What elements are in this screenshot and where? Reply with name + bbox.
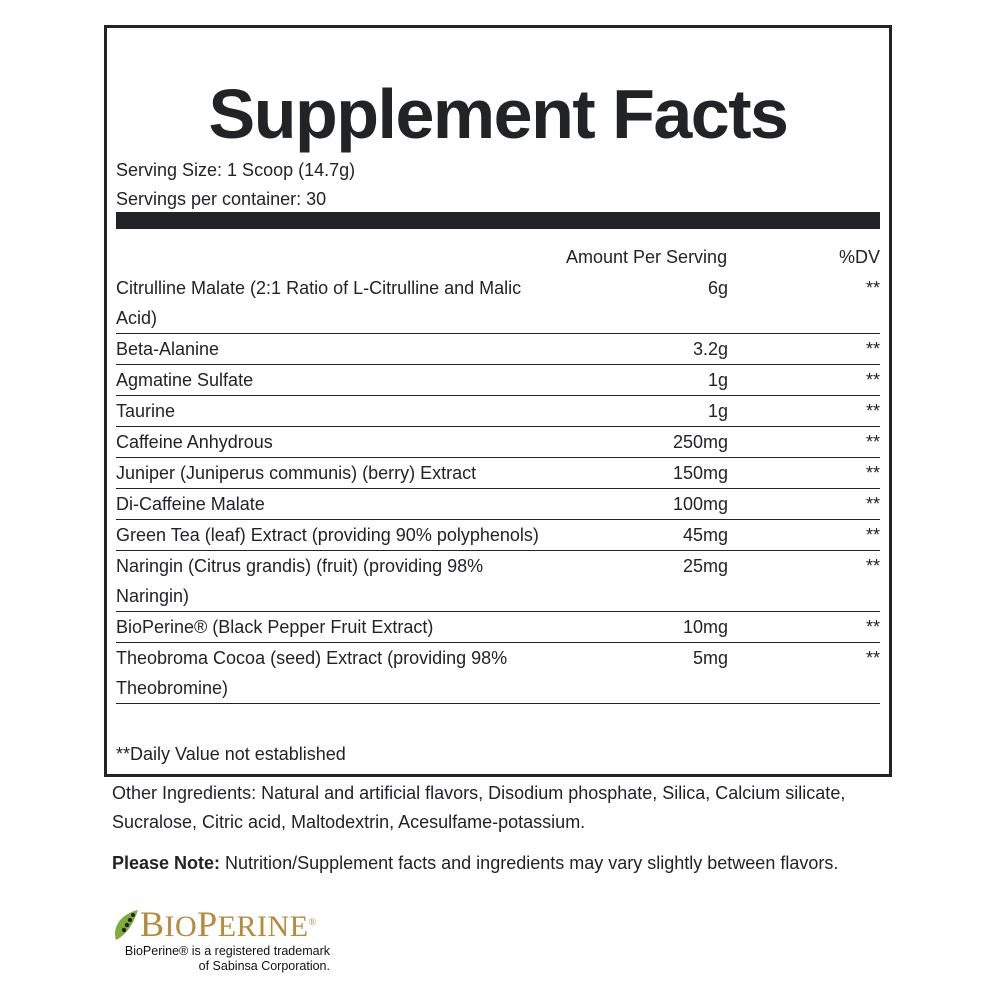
ingredient-name: Di-Caffeine Malate [116, 494, 265, 514]
ingredient-name: Naringin (Citrus grandis) (fruit) (provi… [116, 556, 484, 606]
ingredient-name: Green Tea (leaf) Extract (providing 90% … [116, 525, 539, 545]
ingredient-name: Caffeine Anhydrous [116, 432, 273, 452]
table-row: Theobroma Cocoa (seed) Extract (providin… [116, 643, 880, 704]
ingredient-amount: 100mg [672, 494, 728, 514]
table-row: Citrulline Malate (2:1 Ratio of L-Citrul… [116, 273, 880, 334]
amount-header: Amount Per Serving [566, 247, 728, 267]
ingredient-amount: 45mg [682, 525, 728, 545]
ingredient-name: Citrulline Malate (2:1 Ratio of L-Citrul… [116, 278, 522, 328]
ingredient-dv: ** [865, 370, 880, 390]
footnote: **Daily Value not established [116, 744, 346, 764]
ingredient-amount: 10mg [682, 617, 728, 637]
servings-per-container: Servings per container: 30 [116, 189, 327, 209]
ingredient-amount: 6g [707, 278, 728, 298]
serving-size: Serving Size: 1 Scoop (14.7g) [116, 160, 356, 180]
ingredient-dv: ** [865, 648, 880, 668]
table-row: Beta-Alanine 3.2g ** [116, 334, 880, 365]
table-row: Agmatine Sulfate 1g ** [116, 365, 880, 396]
table-row: Juniper (Juniperus communis) (berry) Ext… [116, 458, 880, 489]
table-row: BioPerine® (Black Pepper Fruit Extract) 1… [116, 612, 880, 643]
ingredient-dv: ** [865, 432, 880, 452]
table-row: Green Tea (leaf) Extract (providing 90% … [116, 520, 880, 551]
ingredient-name: Agmatine Sulfate [116, 370, 254, 390]
supplement-facts-panel: Supplement Facts Serving Size: 1 Scoop (… [104, 25, 892, 777]
ingredient-amount: 3.2g [692, 339, 728, 359]
ingredient-dv: ** [865, 556, 880, 576]
ingredient-dv: ** [865, 401, 880, 421]
divider-bar [116, 212, 880, 229]
ingredient-amount: 25mg [682, 556, 728, 576]
facts-table: Citrulline Malate (2:1 Ratio of L-Citrul… [116, 273, 880, 704]
ingredient-dv: ** [865, 494, 880, 514]
trademark-notice: BioPerine® is a registered trademark of … [124, 944, 330, 973]
note-label: Please Note: [112, 853, 221, 873]
table-row: Caffeine Anhydrous 250mg ** [116, 427, 880, 458]
pepper-leaf-icon [114, 910, 138, 940]
dv-header: %DV [838, 247, 880, 267]
ingredient-dv: ** [865, 339, 880, 359]
ingredient-amount: 250mg [672, 432, 728, 452]
bioperine-logo: BIOPERINE® BioPerine® is a registered tr… [112, 906, 336, 976]
ingredient-amount: 5mg [692, 648, 728, 668]
ingredient-name: Theobroma Cocoa (seed) Extract (providin… [116, 648, 508, 698]
ingredient-amount: 1g [707, 401, 728, 421]
ingredient-dv: ** [865, 463, 880, 483]
table-row: Naringin (Citrus grandis) (fruit) (provi… [116, 551, 880, 612]
ingredient-amount: 150mg [672, 463, 728, 483]
other-ingredients: Other Ingredients: Natural and artificia… [112, 783, 846, 832]
logo-wordmark: BIOPERINE® [140, 904, 317, 944]
ingredient-amount: 1g [707, 370, 728, 390]
ingredient-name: BioPerine® (Black Pepper Fruit Extract) [116, 617, 434, 637]
ingredient-name: Taurine [116, 401, 176, 421]
ingredient-name: Juniper (Juniperus communis) (berry) Ext… [116, 463, 477, 483]
please-note: Please Note: Nutrition/Supplement facts … [112, 849, 902, 878]
page-title: Supplement Facts [208, 75, 789, 153]
note-text: Nutrition/Supplement facts and ingredien… [220, 853, 839, 873]
ingredient-name: Beta-Alanine [116, 339, 220, 359]
ingredient-dv: ** [865, 617, 880, 637]
ingredient-dv: ** [865, 525, 880, 545]
ingredient-dv: ** [865, 278, 880, 298]
table-row: Di-Caffeine Malate 100mg ** [116, 489, 880, 520]
table-row: Taurine 1g ** [116, 396, 880, 427]
table-header: Amount Per Serving %DV [116, 242, 880, 272]
